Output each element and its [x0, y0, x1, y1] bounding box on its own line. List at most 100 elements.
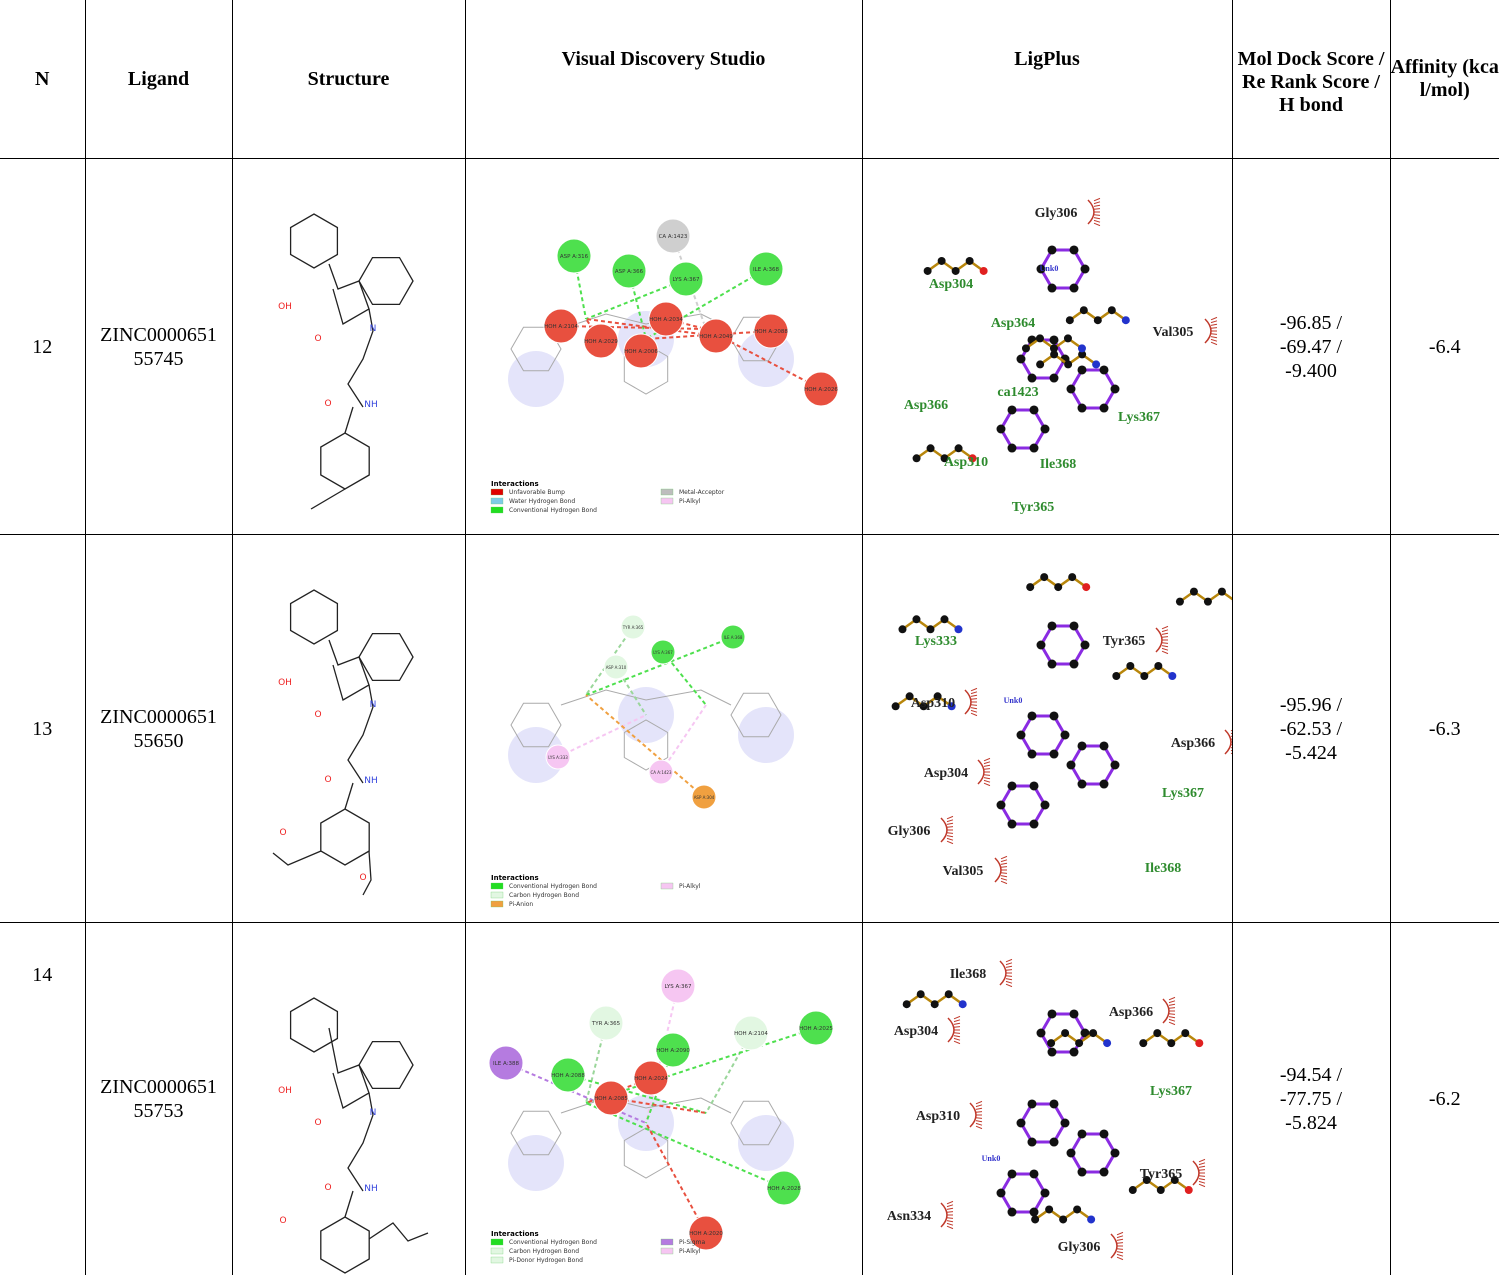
arc-spoke	[947, 833, 953, 834]
residue-label: ASP A:316	[559, 254, 588, 260]
atom	[1047, 1009, 1056, 1018]
atom	[1099, 1129, 1108, 1138]
bond	[345, 407, 353, 433]
legend-swatch	[491, 489, 503, 495]
residue-label: ca1423	[997, 385, 1038, 400]
legend-label: Pi-Alkyl	[679, 1248, 701, 1255]
atom	[1040, 573, 1048, 581]
legend-swatch	[491, 1248, 503, 1254]
arc-spoke	[1001, 873, 1007, 874]
ligand-ring	[1001, 1174, 1045, 1212]
atom	[1059, 1215, 1067, 1223]
atom	[1099, 404, 1108, 413]
legend-label: Unfavorable Bump	[509, 489, 565, 496]
legend-label: Carbon Hydrogen Bond	[509, 1248, 579, 1255]
arc-spoke	[971, 708, 977, 709]
atom	[1066, 1149, 1075, 1158]
arc-spoke	[954, 1036, 960, 1037]
arc-spoke	[947, 1208, 953, 1209]
atom	[1027, 374, 1036, 383]
dock-score: -94.54 / -77.75 / -5.824	[1232, 923, 1390, 1275]
arc-spoke	[947, 1221, 953, 1222]
arc-spoke	[947, 836, 953, 837]
hydrophobic-arc	[948, 1018, 954, 1042]
ligand-ring	[1021, 1104, 1065, 1142]
residue-label: ILE A:388	[493, 1061, 519, 1067]
arc-spoke	[1094, 220, 1100, 222]
legend-label: Conventional Hydrogen Bond	[509, 507, 597, 514]
atom	[1016, 1119, 1025, 1128]
atom	[1016, 355, 1025, 364]
arc-spoke	[1006, 981, 1012, 983]
arc-spoke	[971, 705, 977, 706]
arc-spoke	[1001, 881, 1007, 883]
arc-spoke	[971, 713, 977, 715]
arc-spoke	[1199, 1166, 1205, 1167]
arc-spoke	[1001, 863, 1007, 864]
residue-label: LYS A:367	[672, 277, 699, 283]
atom	[1139, 1039, 1147, 1047]
arc-spoke	[1117, 1232, 1123, 1234]
arc-spoke	[1117, 1239, 1123, 1240]
arc-spoke	[1169, 1014, 1175, 1015]
atom	[1153, 1029, 1161, 1037]
column-header: Mol Dock Score / Re Rank Score / H bond	[1232, 0, 1390, 159]
atom	[1077, 741, 1086, 750]
arc-spoke	[984, 780, 990, 782]
residue-label: HOH A:2020	[689, 1231, 723, 1237]
residue-label: CA A:1423	[650, 770, 671, 775]
ligplus-diagram: Ile368Asp366Asp304Lys367Asp310Unk0Tyr365…	[863, 923, 1233, 1275]
affinity: -6.2	[1390, 923, 1499, 1275]
atom	[1049, 711, 1058, 720]
atom-label: O	[324, 399, 331, 409]
atom	[898, 625, 906, 633]
arc-spoke	[954, 1016, 960, 1018]
hydrophobic-arc	[970, 1103, 976, 1127]
arc-spoke	[1006, 984, 1012, 986]
atom	[1047, 284, 1056, 293]
arc-spoke	[1162, 646, 1168, 647]
arc-spoke	[1211, 324, 1217, 325]
arc-spoke	[947, 823, 953, 824]
arc-spoke	[947, 1205, 953, 1207]
atom	[1047, 245, 1056, 254]
hydrophobic-arc	[1193, 1161, 1199, 1185]
arc-spoke	[1162, 651, 1168, 653]
arc-spoke	[1211, 337, 1217, 338]
arc-spoke	[971, 695, 977, 696]
arc-spoke	[1169, 1004, 1175, 1005]
arc-spoke	[1094, 198, 1100, 200]
residue-label: Asp366	[1170, 736, 1214, 751]
atom	[923, 267, 931, 275]
legend-title: Interactions	[491, 480, 539, 488]
atom	[1080, 641, 1089, 650]
residue-label: Gly306	[1057, 1240, 1100, 1255]
residue-label: Val305	[1152, 325, 1193, 340]
row-number: 13	[0, 535, 85, 923]
arc-spoke	[1001, 878, 1007, 880]
arc-spoke	[1094, 215, 1100, 216]
arc-spoke	[1169, 1019, 1175, 1021]
residue-label: Asp364	[990, 316, 1034, 331]
legend-swatch	[491, 1239, 503, 1245]
affinity: -6.4	[1390, 159, 1499, 535]
legend-label: Pi-Alkyl	[679, 883, 701, 890]
atom	[1077, 365, 1086, 374]
affinity: -6.3	[1390, 535, 1499, 923]
atom	[1126, 662, 1134, 670]
column-header: Affinity (kcal/mol)	[1390, 0, 1499, 159]
atom	[1077, 1168, 1086, 1177]
atom	[940, 615, 948, 623]
atom-label: OH	[278, 678, 292, 688]
ring	[359, 258, 413, 305]
arc-spoke	[947, 838, 953, 840]
residue-label: HOH A:2088	[754, 329, 788, 335]
hydrophobic-arc	[941, 1203, 947, 1227]
arc-spoke	[1169, 1001, 1175, 1003]
